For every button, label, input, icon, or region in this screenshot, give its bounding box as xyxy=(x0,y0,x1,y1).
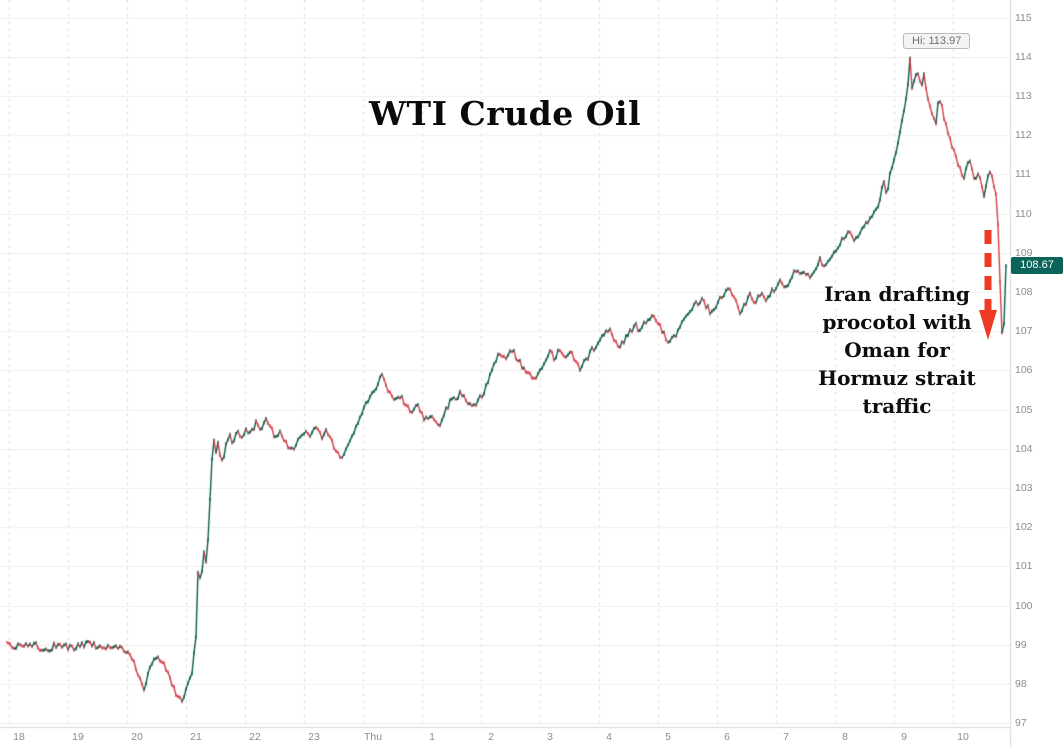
price-axis[interactable]: 97 98 99 100 101 102 103 104 105 106 107 108 109 110 1… xyxy=(1010,0,1064,730)
x-axis-label: 1 xyxy=(429,731,435,743)
x-axis-label: 6 xyxy=(724,731,730,743)
down-arrow-icon xyxy=(979,230,997,340)
y-axis-label: 113 xyxy=(1015,90,1032,103)
y-axis-label: 97 xyxy=(1015,717,1027,730)
y-axis-label: 105 xyxy=(1015,403,1033,416)
x-axis-label: 4 xyxy=(606,731,612,743)
x-axis-label: 10 xyxy=(957,731,969,743)
y-axis-label: 101 xyxy=(1015,560,1033,573)
time-axis[interactable]: 18 19 20 21 22 23 Thu 1 2 3 4 5 6 7 8 9 10 xyxy=(0,727,1010,747)
annotation-text: Iran drafting procotol with Oman for Hor… xyxy=(818,282,976,418)
y-axis-label: 114 xyxy=(1015,50,1032,63)
x-axis-label: 23 xyxy=(308,731,320,743)
x-axis-label: Thu xyxy=(363,731,383,743)
x-axis-label: 2 xyxy=(488,731,494,743)
x-axis-label: 20 xyxy=(131,731,143,743)
y-axis-label: 109 xyxy=(1015,246,1033,259)
y-axis-label: 103 xyxy=(1015,481,1033,494)
x-axis-label: 22 xyxy=(249,731,261,743)
y-axis-label: 111 xyxy=(1015,168,1031,181)
x-axis-label: 7 xyxy=(783,731,789,743)
y-axis-label: 107 xyxy=(1015,325,1033,338)
chart-title: WTI Crude Oil xyxy=(368,94,642,133)
y-axis-label: 102 xyxy=(1015,521,1033,534)
x-axis-label: 9 xyxy=(901,731,907,743)
y-axis-label: 104 xyxy=(1015,442,1033,455)
y-axis-label: 98 xyxy=(1015,677,1027,690)
y-axis-label: 115 xyxy=(1015,11,1032,24)
y-axis-label: 99 xyxy=(1015,638,1027,651)
x-axis-label: 3 xyxy=(547,731,553,743)
x-axis-label: 18 xyxy=(13,731,25,743)
y-axis-label: 106 xyxy=(1015,364,1033,377)
y-axis-label: 100 xyxy=(1015,599,1033,612)
y-axis-label: 108 xyxy=(1015,285,1033,298)
x-axis-label: 19 xyxy=(72,731,84,743)
high-price-label: Hi: 113.97 xyxy=(903,33,971,49)
y-axis-label: 110 xyxy=(1015,207,1032,220)
x-axis-label: 5 xyxy=(665,731,671,743)
y-axis-label: 112 xyxy=(1015,129,1032,142)
last-price-badge: 108.67 xyxy=(1011,257,1063,275)
x-axis-label: 8 xyxy=(842,731,848,743)
x-axis-label: 21 xyxy=(190,731,202,743)
